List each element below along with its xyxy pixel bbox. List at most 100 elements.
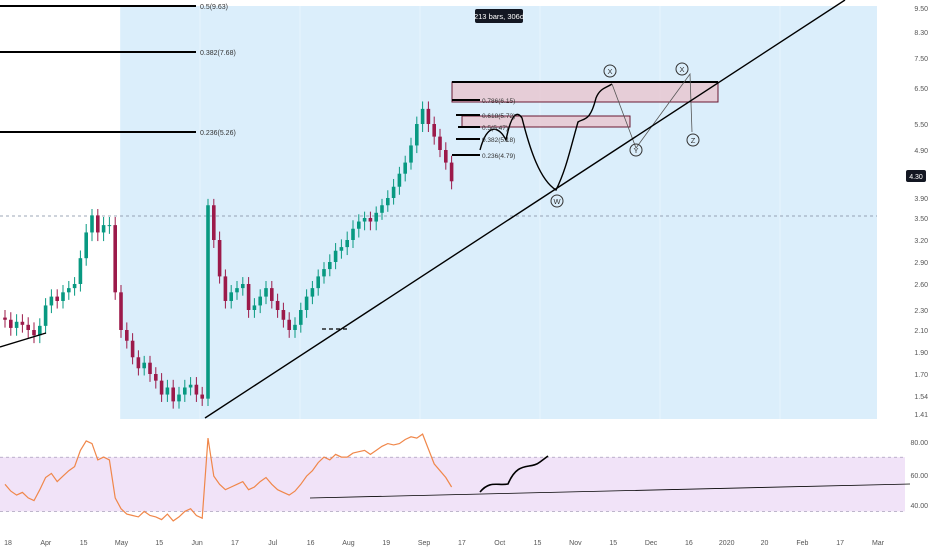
candle-body (235, 288, 239, 293)
price-tick-label: 2.30 (914, 308, 928, 315)
price-axis[interactable]: 9.50 8.30 7.50 6.50 5.50 4.90 3.90 3.50 3.20 2.90… (906, 6, 928, 419)
candle-body (386, 198, 390, 206)
price-tick-label: 1.54 (914, 394, 928, 401)
candle-body (183, 387, 187, 395)
candle-body (154, 374, 158, 381)
date-range-highlight (120, 6, 877, 419)
fib-extension-levels: 0.5(9.63) 0.382(7.68) 0.236(5.26) (0, 4, 236, 137)
price-tick-label: 3.50 (914, 216, 928, 223)
retracement-label: 0.5(5.47) (482, 125, 508, 132)
candle-body (200, 394, 204, 399)
price-tick-label: 8.30 (914, 30, 928, 37)
candle-body (159, 380, 164, 395)
candle-body (287, 319, 291, 330)
price-tick-label: 5.50 (914, 122, 928, 129)
time-tick-label: 19 (382, 540, 390, 547)
time-tick-label: 16 (307, 540, 315, 547)
grid (119, 6, 781, 419)
candle-body (38, 325, 42, 336)
candle-body (84, 232, 88, 259)
current-price-tag (906, 170, 926, 182)
candle-body (43, 305, 48, 326)
candle-body (119, 292, 123, 330)
rsi-tick-label: 60.00 (910, 473, 928, 480)
fib-level-label: 0.236(5.26) (200, 130, 236, 137)
candle-body (420, 108, 425, 124)
wave-label: X (679, 65, 684, 74)
candle-body (49, 296, 54, 306)
rsi-tick-label: 40.00 (910, 503, 928, 510)
candle-body (67, 288, 71, 293)
candle-body (328, 262, 332, 270)
candle-body (374, 212, 378, 222)
candle-body (246, 284, 251, 310)
time-tick-label: 15 (534, 540, 542, 547)
price-tick-label: 3.90 (914, 196, 928, 203)
candle-body (171, 387, 175, 402)
time-tick-label: 2020 (719, 540, 735, 547)
candle-body (264, 288, 268, 297)
time-tick-label: Nov (569, 540, 582, 547)
candle-body (357, 221, 361, 229)
candle-body (362, 218, 367, 222)
trendlines (0, 0, 846, 419)
range-label: 213 bars, 306d (474, 12, 524, 21)
wave-label: X (607, 67, 612, 76)
candle-body (20, 321, 25, 325)
rsi-pane: 80.00 60.00 40.00 (0, 433, 928, 522)
candle-body (426, 108, 431, 124)
time-axis[interactable]: 18 Apr 15 May 15 Jun 17 Jul 16 Aug 19 Sep 17 Oct 15 Nov… (4, 540, 885, 547)
candle-body (26, 324, 30, 330)
candle-body (194, 384, 199, 395)
candle-body (415, 124, 419, 146)
time-tick-label: 17 (231, 540, 239, 547)
supply-zones (451, 81, 719, 128)
price-tick-label: 4.90 (914, 148, 928, 155)
candle-body (339, 247, 344, 251)
price-tick-label: 3.20 (914, 238, 928, 245)
retracement-label: 0.382(5.18) (482, 137, 515, 144)
left-trendline (0, 332, 47, 348)
current-price-label: 4.30 (909, 174, 923, 181)
candle-body (61, 292, 65, 301)
fib-level-label: 0.382(7.68) (200, 50, 236, 57)
candle-body (275, 300, 280, 310)
candle-body (403, 162, 407, 174)
candle-body (293, 324, 297, 330)
wave-label-circle (675, 62, 689, 76)
candle-body (310, 288, 315, 297)
time-tick-label: Apr (40, 540, 52, 547)
range-badge: 213 bars, 306d (474, 9, 524, 23)
price-tick-label: 7.50 (914, 56, 928, 63)
time-tick-label: May (115, 540, 129, 547)
price-tick-label: 1.90 (914, 350, 928, 357)
candle-body (206, 205, 210, 399)
time-tick-label: 15 (80, 540, 88, 547)
rsi-tick-label: 80.00 (910, 440, 928, 447)
candle-body (351, 228, 355, 240)
candle-body (258, 296, 262, 306)
time-tick-label: Jul (268, 540, 277, 547)
candle-body (188, 384, 193, 388)
rsi-trendline (309, 483, 911, 499)
time-tick-label: Sep (418, 540, 431, 547)
candle-body (316, 276, 320, 289)
candle-body (177, 394, 181, 402)
time-tick-label: Oct (494, 540, 505, 547)
retracement-label: 0.618(5.72) (482, 113, 515, 120)
wave-label-circle (629, 143, 643, 157)
candle-body (444, 150, 448, 163)
candle-body (223, 276, 228, 301)
candle-body (229, 292, 233, 301)
time-tick-label: 20 (761, 540, 769, 547)
candle-body (78, 258, 83, 284)
candle-body (449, 162, 454, 182)
time-tick-label: 17 (458, 540, 466, 547)
candle-body (299, 310, 303, 325)
wave-label-circle (686, 133, 700, 147)
candle-body (3, 317, 7, 320)
candle-body (136, 357, 141, 369)
supply-zone-lower (461, 115, 631, 128)
candle-body (438, 136, 442, 150)
candle-body (130, 340, 135, 358)
